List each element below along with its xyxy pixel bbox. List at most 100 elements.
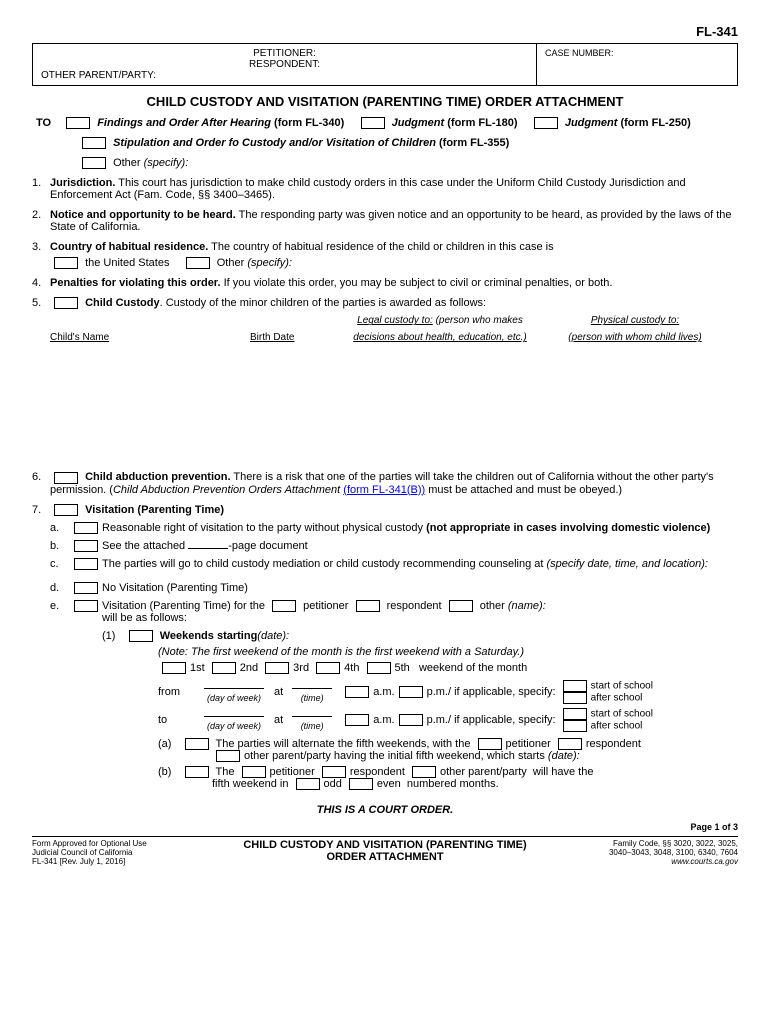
letter-c: c. (50, 558, 70, 570)
n3-other: Other (217, 257, 245, 269)
other-label: Other (113, 157, 141, 169)
footer-left: Form Approved for Optional Use Judicial … (32, 839, 212, 866)
checkbox-fl340[interactable] (66, 117, 90, 129)
e1b-resp: respondent (350, 766, 405, 778)
checkbox-e1[interactable] (129, 630, 153, 642)
to-dow: (day of week) (207, 721, 261, 731)
checkbox-country-other[interactable] (186, 257, 210, 269)
e1-date: (date): (257, 630, 289, 642)
form-number: FL-341 (32, 24, 738, 39)
cb-to-am[interactable] (345, 714, 369, 726)
to-day[interactable] (204, 716, 264, 717)
cb-e1a-resp[interactable] (558, 738, 582, 750)
footer-divider (32, 836, 738, 837)
e1b-odd: odd (324, 778, 342, 790)
from-time[interactable] (292, 688, 332, 689)
cb-to-after[interactable] (563, 720, 587, 732)
cb-1st[interactable] (162, 662, 186, 674)
checkbox-7a[interactable] (74, 522, 98, 534)
sub-a: a. Reasonable right of visitation to the… (50, 522, 738, 534)
fl341b-link[interactable]: (form FL-341(B)) (343, 484, 425, 496)
checkbox-visitation[interactable] (54, 504, 78, 516)
fr1: Family Code, §§ 3020, 3022, 3025, (558, 839, 738, 848)
cb-e1b-pet[interactable] (242, 766, 266, 778)
checkbox-fl355[interactable] (82, 137, 106, 149)
opt1-form: (form FL-340) (274, 117, 344, 129)
checkbox-e-resp[interactable] (356, 600, 380, 612)
c-text: The parties will go to child custody med… (102, 558, 547, 570)
cb-e1b-resp[interactable] (322, 766, 346, 778)
n5-title: Child Custody (85, 297, 160, 309)
cb-2nd[interactable] (212, 662, 236, 674)
cb-odd[interactable] (296, 778, 320, 790)
e1b-pet: petitioner (270, 766, 315, 778)
item-5: 5. Child Custody. Custody of the minor c… (32, 297, 738, 343)
cb-4th[interactable] (316, 662, 340, 674)
cb-5th[interactable] (367, 662, 391, 674)
to-am: a.m. (373, 714, 394, 726)
checkbox-e-pet[interactable] (272, 600, 296, 612)
checkbox-7c[interactable] (74, 558, 98, 570)
footer: Form Approved for Optional Use Judicial … (32, 839, 738, 866)
checkbox-7d[interactable] (74, 582, 98, 594)
cb-even[interactable] (349, 778, 373, 790)
b-text1: See the attached (102, 540, 188, 552)
e1a-other: other parent/party (244, 750, 331, 762)
cb-from-pm[interactable] (399, 686, 423, 698)
checkbox-us[interactable] (54, 257, 78, 269)
opt3-form: (form FL-250) (620, 117, 690, 129)
opt2-text: Judgment (392, 117, 445, 129)
fc1: CHILD CUSTODY AND VISITATION (PARENTING … (212, 839, 558, 851)
case-number-label: CASE NUMBER: (545, 48, 729, 58)
n5-text: . Custody of the minor children of the p… (160, 297, 487, 309)
to-after: after school (591, 721, 643, 732)
cb-3rd[interactable] (265, 662, 289, 674)
e-name: (name): (508, 600, 546, 612)
cb-from-start[interactable] (563, 680, 587, 692)
n6-title: Child abduction prevention. (85, 471, 230, 483)
checkbox-other[interactable] (82, 157, 106, 169)
num-4: 4. (32, 277, 50, 289)
cb-from-after[interactable] (563, 692, 587, 704)
num-2: 2. (32, 209, 50, 233)
a-text1: Reasonable right of visitation to the pa… (102, 522, 426, 534)
cb-to-pm[interactable] (399, 714, 423, 726)
num-5: 5. (32, 297, 50, 343)
cb-e1a-other[interactable] (216, 750, 240, 762)
checkbox-custody[interactable] (54, 297, 78, 309)
n2-title: Notice and opportunity to be heard. (50, 209, 236, 221)
cb-e1a[interactable] (185, 738, 209, 750)
item-1: 1. Jurisdiction. This court has jurisdic… (32, 177, 738, 201)
letter-d: d. (50, 582, 70, 594)
checkbox-abduction[interactable] (54, 472, 78, 484)
e1b-text: will have the (533, 766, 594, 778)
fr3: www.courts.ca.gov (558, 857, 738, 866)
legal-h3: decisions about health, education, etc.) (340, 332, 540, 343)
num-3: 3. (32, 241, 50, 269)
checkbox-fl250[interactable] (534, 117, 558, 129)
other-specify: (specify): (144, 157, 189, 169)
to-line2: Stipulation and Order fo Custody and/or … (32, 137, 738, 149)
e1a-pet: petitioner (506, 738, 551, 750)
cb-from-am[interactable] (345, 686, 369, 698)
cb-e1b-other[interactable] (412, 766, 436, 778)
respondent-label: RESPONDENT: (41, 59, 528, 70)
e1b-even: even (377, 778, 401, 790)
b-text2: -page document (228, 540, 308, 552)
checkbox-e-other[interactable] (449, 600, 473, 612)
e1a-text: The parties will alternate the fifth wee… (215, 738, 470, 750)
blank-pages[interactable] (188, 548, 228, 549)
cb-to-start[interactable] (563, 708, 587, 720)
checkbox-7b[interactable] (74, 540, 98, 552)
from-day[interactable] (204, 688, 264, 689)
e1b-months: numbered months. (407, 778, 499, 790)
cb-e1a-pet[interactable] (478, 738, 502, 750)
to-time[interactable] (292, 716, 332, 717)
opt4-form: (form FL-355) (439, 137, 509, 149)
checkbox-7e[interactable] (74, 600, 98, 612)
to-section: TO Findings and Order After Hearing (for… (32, 117, 738, 129)
n3-us: the United States (85, 257, 169, 269)
checkbox-fl180[interactable] (361, 117, 385, 129)
from-after: after school (591, 693, 643, 704)
cb-e1b[interactable] (185, 766, 209, 778)
